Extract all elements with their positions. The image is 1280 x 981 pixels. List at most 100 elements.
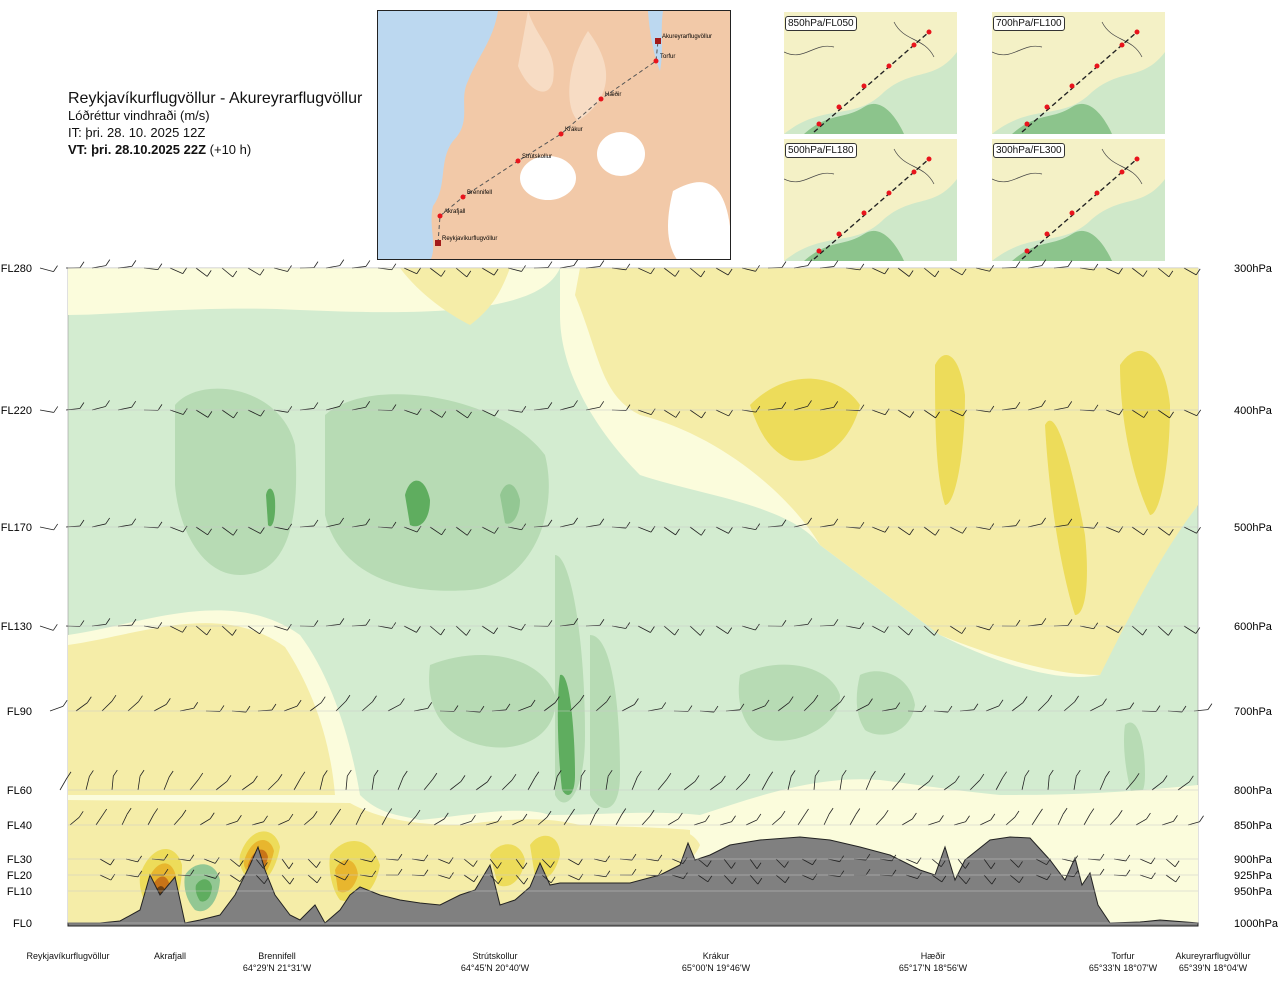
wind-barb-feather	[756, 813, 762, 821]
wind-barb	[125, 874, 138, 878]
wind-barb	[459, 820, 472, 826]
wind-barb-feather	[138, 695, 143, 702]
wind-barb-feather	[105, 259, 111, 266]
wind-barb-feather	[839, 855, 845, 862]
wind-barb-feather	[344, 858, 349, 866]
wind-barb	[983, 874, 993, 885]
wind-barb-feather	[1207, 703, 1213, 710]
wind-barb	[741, 526, 756, 531]
wind-barb	[69, 816, 80, 826]
wind-barb-feather	[316, 876, 322, 884]
wind-barb-feather	[962, 527, 967, 534]
wind-barb	[793, 265, 808, 269]
wind-barb	[117, 406, 132, 411]
wind-barb-feather	[207, 528, 212, 536]
wind-barb-feather	[833, 401, 839, 408]
wind-barb	[173, 815, 183, 826]
wind-barb	[1139, 874, 1152, 880]
wind-barb-feather	[1168, 270, 1174, 278]
wind-barb-feather	[423, 854, 429, 862]
wind-barb	[403, 409, 418, 415]
wind-barb-feather	[1168, 529, 1174, 536]
wind-barb-feather	[494, 527, 499, 534]
wind-barb	[121, 813, 128, 826]
wind-barb	[931, 874, 943, 883]
wind-barb-feather	[1002, 771, 1007, 778]
map-airport-marker	[435, 240, 441, 246]
wind-barb-feather	[755, 623, 760, 631]
wind-barb	[741, 267, 756, 272]
wind-barb	[137, 776, 141, 791]
wind-barb	[361, 701, 373, 712]
wind-barb	[875, 815, 885, 826]
x-axis-location-label: Brennifell 64°29'N 21°31'W	[243, 950, 311, 974]
wind-barb-feather	[839, 870, 845, 877]
glacier-vatnajokull	[668, 182, 730, 259]
wind-barb-feather	[79, 261, 85, 268]
wind-barb-feather	[288, 862, 294, 869]
wind-barb-feather	[214, 857, 220, 864]
wind-barb-feather	[111, 694, 117, 702]
wind-barb-feather	[687, 705, 693, 712]
wind-barb-feather	[1162, 775, 1168, 782]
wind-barb-feather	[253, 775, 258, 783]
wind-barb	[59, 777, 68, 791]
wind-barb-feather	[62, 699, 68, 707]
wind-barb-feather	[530, 699, 536, 707]
wind-barb	[637, 625, 651, 633]
wind-barb-feather	[1022, 696, 1028, 703]
wind-barb	[637, 267, 651, 275]
wind-barb-feather	[781, 261, 787, 268]
route-map: Akureyrarflugvöllur Torfur Hæðir Krákur Strú…	[377, 10, 731, 260]
left-axis-tick-label: FL130	[1, 621, 32, 633]
wind-barb	[801, 874, 814, 881]
wind-barb-feather	[859, 263, 865, 271]
wind-barb-feather	[441, 528, 446, 536]
route-map-svg: Akureyrarflugvöllur Torfur Hæðir Krákur Strú…	[378, 11, 730, 259]
wind-barb-feather	[621, 808, 627, 815]
wind-barb-feather	[998, 699, 1004, 707]
wind-barb	[1009, 874, 1020, 883]
wind-barb	[241, 781, 254, 791]
wind-barb-feather	[707, 875, 713, 883]
wind-barb-feather	[52, 624, 58, 631]
wind-barb	[429, 625, 441, 636]
wind-barb-feather	[472, 860, 478, 867]
wind-barb	[333, 858, 345, 866]
wind-barb-feather	[865, 868, 871, 876]
wind-barb-feather	[728, 409, 734, 417]
wind-barb-feather	[260, 527, 265, 534]
wind-barb	[715, 625, 728, 634]
valid-time: VT: þri. 28.10.2025 22Z (+10 h)	[68, 142, 252, 157]
left-axis-tick-label: FL40	[7, 820, 32, 832]
wind-barb	[589, 813, 596, 826]
wind-barb	[605, 776, 609, 791]
wind-barb-feather	[391, 622, 397, 629]
wind-barb-feather	[781, 402, 787, 409]
wind-barb-feather	[731, 862, 736, 869]
wind-barb	[615, 814, 623, 826]
wind-barb-feather	[674, 270, 680, 277]
wind-barb	[829, 701, 841, 712]
wind-barb-feather	[807, 400, 812, 407]
wind-barb-feather	[1142, 270, 1148, 277]
wind-barb-feather	[661, 702, 667, 709]
wind-barb	[407, 815, 417, 826]
wind-barb	[39, 526, 54, 531]
wind-barb-feather	[263, 815, 268, 823]
wind-barb	[169, 267, 183, 275]
wind-barb-feather	[312, 810, 318, 818]
wind-barb	[1027, 406, 1042, 411]
wind-barb-feather	[181, 809, 187, 817]
wind-barb	[595, 701, 607, 712]
wind-barb	[437, 874, 450, 879]
wind-barb	[1035, 858, 1047, 866]
wind-barb-feather	[649, 809, 655, 817]
wind-barb-feather	[700, 529, 706, 536]
wind-barb-feather	[313, 261, 319, 268]
west-coast-sea	[378, 11, 498, 259]
wind-barb-feather	[955, 775, 960, 783]
wind-barb-feather	[780, 810, 786, 818]
wind-barb	[117, 524, 132, 528]
wind-barb-feather	[473, 875, 479, 882]
